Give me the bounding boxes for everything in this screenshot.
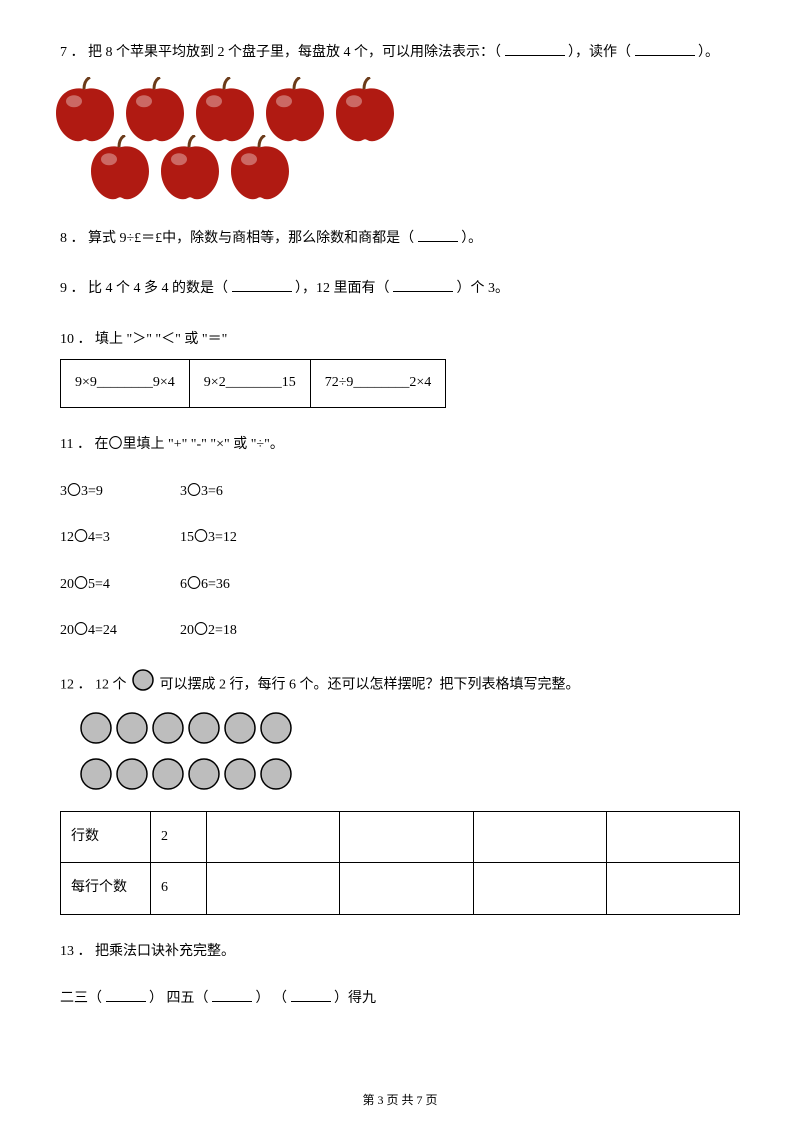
circle-icon — [132, 669, 154, 702]
question-12: 12 ． 12 个 可以摆成 2 行，每行 6 个。还可以怎样摆呢？把下列表格填… — [60, 669, 740, 915]
table-label: 行数 — [61, 811, 151, 863]
q8-blank[interactable] — [418, 228, 458, 242]
q12-text-a: 12 ． 12 个 — [60, 677, 127, 692]
apple-icon — [190, 77, 260, 144]
grid-circle-icon — [152, 712, 184, 755]
grid-circle-icon — [224, 712, 256, 755]
question-13: 13 ． 把乘法口诀补充完整。 二三（ ） 四五（ ） （ ）得九 — [60, 939, 740, 1012]
q11-eq[interactable]: 15〇3=12 — [180, 530, 237, 545]
q11-row: 3〇3=93〇3=6 — [60, 479, 740, 506]
table-blank-cell[interactable] — [473, 811, 606, 863]
table-blank-cell[interactable] — [207, 863, 340, 915]
q10-table: 9×9________9×49×2________1572÷9________2… — [60, 359, 446, 408]
q10-cell[interactable]: 9×9________9×4 — [61, 360, 190, 408]
apple-icon — [50, 77, 120, 144]
q9-blank-1[interactable] — [232, 278, 292, 292]
question-10: 10 ． 填上 "＞" "＜" 或 "＝" 9×9________9×49×2_… — [60, 327, 740, 408]
grid-circle-icon — [224, 758, 256, 801]
q13-d: ）得九 — [334, 991, 376, 1006]
q11-eq[interactable]: 12〇4=3 — [60, 525, 180, 552]
question-8: 8 ． 算式 9÷£＝£中，除数与商相等，那么除数和商都是（ ）。 — [60, 226, 740, 253]
q13-a: 二三（ — [60, 991, 102, 1006]
table-value: 6 — [151, 863, 207, 915]
q11-label: 11 ． 在〇里填上 "+" "-" "×" 或 "÷"。 — [60, 432, 740, 459]
q13-body: 二三（ ） 四五（ ） （ ）得九 — [60, 986, 740, 1013]
q7-blank-1[interactable] — [505, 42, 565, 56]
q13-c: ） （ — [256, 991, 288, 1006]
table-blank-cell[interactable] — [340, 811, 473, 863]
q7-blank-2[interactable] — [635, 42, 695, 56]
apple-icon — [155, 135, 225, 202]
q9-blank-2[interactable] — [393, 278, 453, 292]
q11-eq[interactable]: 20〇4=24 — [60, 618, 180, 645]
question-11: 11 ． 在〇里填上 "+" "-" "×" 或 "÷"。 3〇3=93〇3=6… — [60, 432, 740, 645]
grid-circle-icon — [260, 712, 292, 755]
q11-eq[interactable]: 3〇3=6 — [180, 484, 223, 499]
q13-label: 13 ． 把乘法口诀补充完整。 — [60, 939, 740, 966]
q9-text-c: ）个 3。 — [457, 281, 510, 296]
grid-circle-icon — [80, 712, 112, 755]
q10-cell[interactable]: 9×2________15 — [189, 360, 310, 408]
page-footer: 第 3 页 共 7 页 — [0, 1091, 800, 1108]
apple-icon — [260, 77, 330, 144]
q11-eq[interactable]: 20〇2=18 — [180, 623, 237, 638]
question-9: 9 ． 比 4 个 4 多 4 的数是（ ），12 里面有（ ）个 3。 — [60, 276, 740, 303]
apple-icon — [85, 135, 155, 202]
grid-circle-icon — [116, 712, 148, 755]
table-blank-cell[interactable] — [606, 811, 739, 863]
q11-row: 12〇4=315〇3=12 — [60, 525, 740, 552]
q11-eq[interactable]: 6〇6=36 — [180, 577, 230, 592]
q9-text-b: ），12 里面有（ — [295, 281, 390, 296]
q11-row: 20〇5=46〇6=36 — [60, 572, 740, 599]
q12-table: 行数2 每行个数6 — [60, 811, 740, 915]
q7-text-c: ）。 — [698, 45, 719, 60]
grid-circle-icon — [152, 758, 184, 801]
q9-text-a: 9 ． 比 4 个 4 多 4 的数是（ — [60, 281, 228, 296]
table-value: 2 — [151, 811, 207, 863]
table-blank-cell[interactable] — [207, 811, 340, 863]
q11-row: 20〇4=2420〇2=18 — [60, 618, 740, 645]
table-label: 每行个数 — [61, 863, 151, 915]
table-blank-cell[interactable] — [473, 863, 606, 915]
q11-eq[interactable]: 20〇5=4 — [60, 572, 180, 599]
q10-cell[interactable]: 72÷9________2×4 — [310, 360, 446, 408]
grid-circle-icon — [80, 758, 112, 801]
q7-text-a: 7 ． 把 8 个苹果平均放到 2 个盘子里，每盘放 4 个，可以用除法表示：（ — [60, 45, 501, 60]
question-7: 7 ． 把 8 个苹果平均放到 2 个盘子里，每盘放 4 个，可以用除法表示：（… — [60, 40, 740, 67]
grid-circle-icon — [260, 758, 292, 801]
circle-grid — [80, 712, 740, 801]
q8-text-b: ）。 — [461, 231, 482, 246]
grid-circle-icon — [116, 758, 148, 801]
q12-text-b: 可以摆成 2 行，每行 6 个。还可以怎样摆呢？把下列表格填写完整。 — [160, 677, 580, 692]
apple-image — [50, 77, 740, 202]
q11-eq[interactable]: 3〇3=9 — [60, 479, 180, 506]
table-blank-cell[interactable] — [340, 863, 473, 915]
q13-blank-2[interactable] — [212, 988, 252, 1002]
q13-b: ） 四五（ — [149, 991, 209, 1006]
apple-icon — [330, 77, 400, 144]
apple-icon — [225, 135, 295, 202]
grid-circle-icon — [188, 712, 220, 755]
q13-blank-3[interactable] — [291, 988, 331, 1002]
table-blank-cell[interactable] — [606, 863, 739, 915]
q13-blank-1[interactable] — [106, 988, 146, 1002]
apple-icon — [120, 77, 190, 144]
q8-text-a: 8 ． 算式 9÷£＝£中，除数与商相等，那么除数和商都是（ — [60, 231, 414, 246]
q7-text-b: ），读作（ — [568, 45, 631, 60]
q10-label: 10 ． 填上 "＞" "＜" 或 "＝" — [60, 327, 740, 354]
grid-circle-icon — [188, 758, 220, 801]
